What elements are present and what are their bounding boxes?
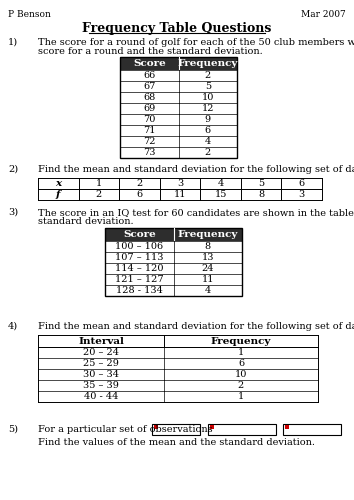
Text: Frequency: Frequency [178,59,238,68]
Text: 121 – 127: 121 – 127 [115,275,164,284]
Text: 4: 4 [205,286,211,295]
Text: Frequency: Frequency [211,336,271,345]
Text: The score in an IQ test for 60 candidates are shown in the table. Find the mean : The score in an IQ test for 60 candidate… [38,208,354,217]
Text: 11: 11 [201,275,214,284]
Text: 20 – 24: 20 – 24 [83,348,119,357]
Text: 69: 69 [143,104,155,113]
Text: 2: 2 [96,190,102,199]
Text: x: x [55,179,61,188]
Text: 71: 71 [143,126,155,135]
Text: 2: 2 [136,179,143,188]
Text: 66: 66 [143,71,155,80]
Text: 114 – 120: 114 – 120 [115,264,164,273]
Text: 5): 5) [8,425,18,434]
Text: Score: Score [133,59,166,68]
Text: Frequency Table Questions: Frequency Table Questions [82,22,272,35]
Text: Find the values of the mean and the standard deviation.: Find the values of the mean and the stan… [38,438,315,447]
Text: 107 – 113: 107 – 113 [115,253,164,262]
Text: 67: 67 [143,82,155,91]
Text: 4: 4 [217,179,224,188]
Text: 25 – 29: 25 – 29 [83,359,119,368]
Text: 128 - 134: 128 - 134 [116,286,163,295]
Bar [152,424,200,435]
Text: 13: 13 [201,253,214,262]
Bar [120,57,237,158]
Text: Interval: Interval [78,336,124,345]
Text: 11: 11 [174,190,186,199]
Text: Find the mean and standard deviation for the following set of data:: Find the mean and standard deviation for… [38,165,354,174]
Text: 3: 3 [177,179,183,188]
Text: 8: 8 [205,242,211,251]
Bar [154,425,158,429]
Text: Score: Score [123,230,156,239]
Bar [208,424,276,435]
Text: 10: 10 [235,370,247,379]
Text: Mar 2007: Mar 2007 [301,10,346,19]
Text: 2: 2 [205,71,211,80]
Text: 1: 1 [96,179,102,188]
Text: 12: 12 [201,104,214,113]
Text: 73: 73 [143,148,155,157]
Text: 35 – 39: 35 – 39 [83,381,119,390]
Text: 4: 4 [205,137,211,146]
Text: 3): 3) [8,208,18,217]
Text: 2: 2 [205,148,211,157]
Bar [105,228,242,296]
Bar [210,425,214,429]
Bar [285,425,289,429]
Text: 8: 8 [258,190,264,199]
Text: score for a round and the standard deviation.: score for a round and the standard devia… [38,47,263,56]
Text: 2: 2 [238,381,244,390]
Text: 30 – 34: 30 – 34 [83,370,119,379]
Text: 40 - 44: 40 - 44 [84,392,118,401]
Bar [120,57,237,70]
Text: 2): 2) [8,165,18,174]
Text: 100 – 106: 100 – 106 [115,242,163,251]
Text: 68: 68 [143,93,155,102]
Text: 1: 1 [238,348,244,357]
Text: For a particular set of observations: For a particular set of observations [38,425,213,434]
Text: 72: 72 [143,137,155,146]
Text: 15: 15 [215,190,227,199]
Text: Find the mean and standard deviation for the following set of data:: Find the mean and standard deviation for… [38,322,354,331]
Text: 70: 70 [143,115,155,124]
Bar [105,228,242,241]
Text: 6: 6 [136,190,143,199]
Text: 24: 24 [201,264,214,273]
Text: 6: 6 [299,179,305,188]
Text: 1: 1 [238,392,244,401]
Text: f: f [56,190,61,199]
Text: P Benson: P Benson [8,10,51,19]
Text: 9: 9 [205,115,211,124]
Text: The score for a round of golf for each of the 50 club members was noted. Find th: The score for a round of golf for each o… [38,38,354,47]
Text: 5: 5 [258,179,264,188]
Text: 5: 5 [205,82,211,91]
Text: 6: 6 [238,359,244,368]
Text: Frequency: Frequency [178,230,238,239]
Text: 6: 6 [205,126,211,135]
Text: 1): 1) [8,38,18,47]
Bar [283,424,341,435]
Text: 3: 3 [298,190,305,199]
Text: standard deviation.: standard deviation. [38,217,133,226]
Text: 10: 10 [201,93,214,102]
Text: 4): 4) [8,322,18,331]
